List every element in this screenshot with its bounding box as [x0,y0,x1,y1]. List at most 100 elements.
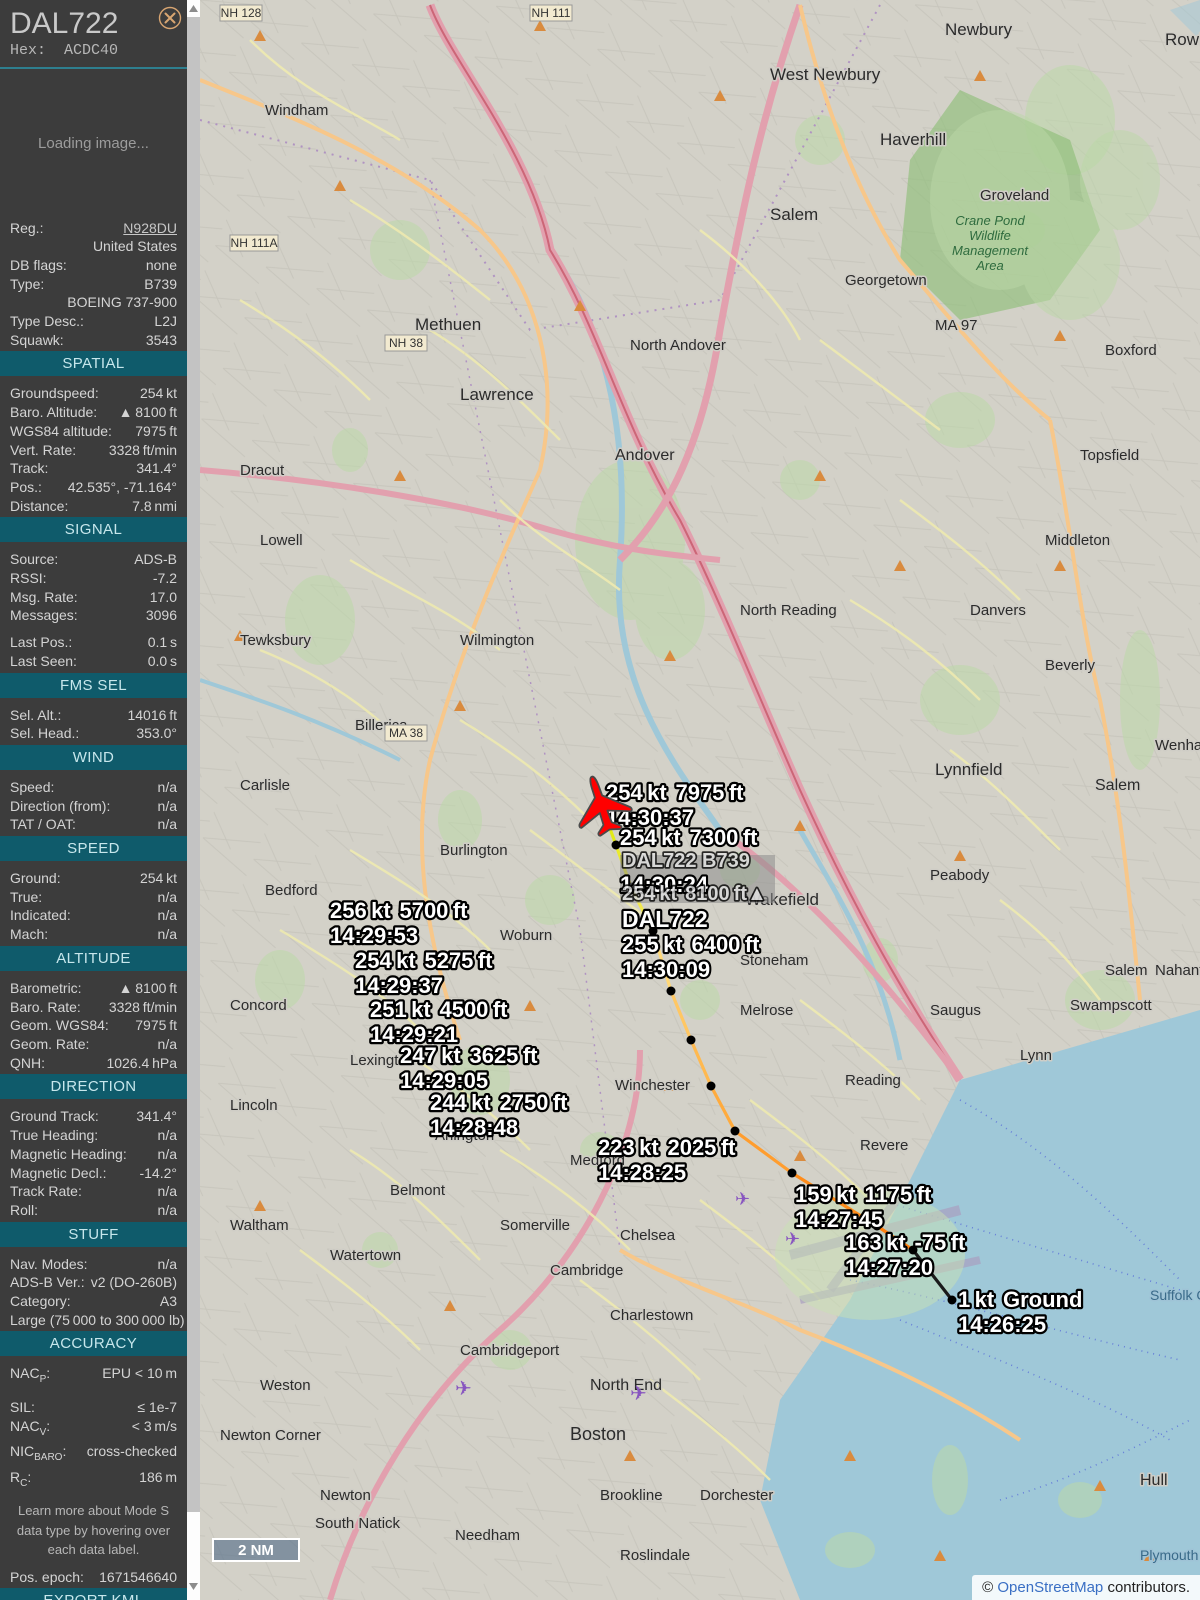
svg-text:DAL722: DAL722 [622,906,708,932]
svg-text:Haverhill: Haverhill [880,130,946,149]
svg-text:Wilmington: Wilmington [460,632,534,649]
svg-text:Swampscott: Swampscott [1070,997,1153,1014]
svg-text:Boxford: Boxford [1105,342,1157,359]
svg-text:Newton Corner: Newton Corner [220,1427,321,1444]
svg-text:Bedford: Bedford [265,882,318,899]
svg-text:Middleton: Middleton [1045,532,1110,549]
svg-text:South Natick: South Natick [315,1515,401,1532]
svg-text:Charlestown: Charlestown [610,1307,693,1324]
svg-text:Chelsea: Chelsea [620,1227,676,1244]
svg-text:Groveland: Groveland [980,187,1049,204]
svg-text:Lincoln: Lincoln [230,1097,278,1114]
svg-text:Georgetown: Georgetown [845,272,927,289]
svg-text:14:29:53: 14:29:53 [330,923,418,948]
svg-text:Andover: Andover [615,447,675,464]
svg-text:Revere: Revere [860,1137,908,1154]
svg-text:North Andover: North Andover [630,337,726,354]
svg-text:North End: North End [590,1377,662,1394]
svg-text:MA 38: MA 38 [389,726,423,740]
svg-text:163 kt -75 ft: 163 kt -75 ft [845,1230,966,1255]
svg-text:DAL722 B739: DAL722 B739 [622,850,750,872]
svg-text:Woburn: Woburn [500,927,552,944]
svg-text:Reading: Reading [845,1072,901,1089]
svg-text:Salem: Salem [770,205,818,224]
svg-text:14:27:20: 14:27:20 [845,1255,933,1280]
svg-text:256 kt 5700 ft: 256 kt 5700 ft [330,898,468,923]
svg-text:NH 111: NH 111 [532,6,571,20]
svg-text:Crane Pond: Crane Pond [955,213,1025,228]
svg-text:Concord: Concord [230,997,287,1014]
svg-text:14:29:05: 14:29:05 [400,1068,488,1093]
svg-text:Dorchester: Dorchester [700,1487,773,1504]
svg-text:14:28:25: 14:28:25 [598,1160,686,1185]
svg-text:244 kt 2750 ft: 244 kt 2750 ft [430,1090,568,1115]
svg-text:Winchester: Winchester [615,1077,690,1094]
svg-text:NH 111A: NH 111A [231,236,278,250]
svg-text:Dracut: Dracut [240,462,285,479]
svg-text:✈: ✈ [630,1383,647,1405]
svg-text:West Newbury: West Newbury [770,65,881,84]
svg-text:Salem: Salem [1095,777,1140,794]
svg-text:14:29:21: 14:29:21 [370,1022,458,1047]
svg-text:14:26:25: 14:26:25 [958,1312,1046,1337]
svg-text:14:27:45: 14:27:45 [795,1207,883,1232]
svg-text:Lawrence: Lawrence [460,385,534,404]
svg-text:Methuen: Methuen [415,315,481,334]
svg-text:NH 128: NH 128 [221,6,262,20]
svg-text:North Reading: North Reading [740,602,837,619]
svg-text:Danvers: Danvers [970,602,1026,619]
svg-text:✈: ✈ [455,1378,472,1400]
svg-text:Windham: Windham [265,102,328,119]
svg-text:✈: ✈ [785,1229,800,1249]
svg-text:2 NM: 2 NM [238,1542,274,1559]
svg-text:Suffolk County: Suffolk County [1150,1287,1200,1303]
svg-text:Cambridgeport: Cambridgeport [460,1342,560,1359]
svg-text:Saugus: Saugus [930,1002,981,1019]
svg-text:Wildlife: Wildlife [969,228,1011,243]
svg-text:Area: Area [975,258,1003,273]
svg-text:254 kt 7975 ft: 254 kt 7975 ft [606,780,744,805]
svg-text:1 kt Ground: 1 kt Ground [958,1287,1082,1312]
svg-text:159 kt 1175 ft: 159 kt 1175 ft [795,1182,932,1207]
svg-text:Wenham: Wenham [1155,737,1200,754]
svg-text:Carlisle: Carlisle [240,777,290,794]
svg-text:Belmont: Belmont [390,1182,446,1199]
svg-text:254 kt 8100 ft▲: 254 kt 8100 ft▲ [622,883,767,905]
svg-text:255 kt 6400 ft: 255 kt 6400 ft [622,932,760,957]
svg-text:Lynn: Lynn [1020,1047,1052,1064]
svg-text:14:29:37: 14:29:37 [355,973,443,998]
svg-text:Lowell: Lowell [260,532,303,549]
svg-text:Somerville: Somerville [500,1217,570,1234]
svg-text:Newbury: Newbury [945,20,1013,39]
svg-text:Lynnfield: Lynnfield [935,760,1002,779]
svg-text:Brookline: Brookline [600,1487,663,1504]
svg-text:Burlington: Burlington [440,842,508,859]
svg-text:Newton: Newton [320,1487,371,1504]
svg-text:254 kt 7300 ft: 254 kt 7300 ft [620,825,758,850]
svg-text:Management: Management [952,243,1029,258]
svg-text:Topsfield: Topsfield [1080,447,1139,464]
svg-text:MA 97: MA 97 [935,317,978,334]
svg-text:14:30:09: 14:30:09 [622,957,710,982]
svg-text:NH 38: NH 38 [389,336,423,350]
svg-text:Peabody: Peabody [930,867,990,884]
svg-text:Plymouth County: Plymouth County [1140,1547,1200,1563]
svg-text:Weston: Weston [260,1377,311,1394]
svg-text:Salem: Salem [1105,962,1148,979]
svg-text:Needham: Needham [455,1527,520,1544]
svg-text:Nahant: Nahant [1155,962,1200,979]
svg-text:Hull: Hull [1140,1472,1168,1489]
svg-text:Melrose: Melrose [740,1002,793,1019]
svg-text:Watertown: Watertown [330,1247,401,1264]
svg-text:14:28:48: 14:28:48 [430,1115,518,1140]
svg-text:Waltham: Waltham [230,1217,289,1234]
svg-text:251 kt 4500 ft: 251 kt 4500 ft [370,997,508,1022]
svg-text:254 kt 5275 ft: 254 kt 5275 ft [355,948,493,973]
svg-text:Tewksbury: Tewksbury [240,632,311,649]
svg-text:Cambridge: Cambridge [550,1262,623,1279]
svg-text:Beverly: Beverly [1045,657,1096,674]
svg-text:✈: ✈ [735,1189,750,1209]
svg-text:Roslindale: Roslindale [620,1547,690,1564]
svg-text:Rowley: Rowley [1165,30,1200,49]
svg-text:223 kt 2025 ft: 223 kt 2025 ft [598,1135,736,1160]
